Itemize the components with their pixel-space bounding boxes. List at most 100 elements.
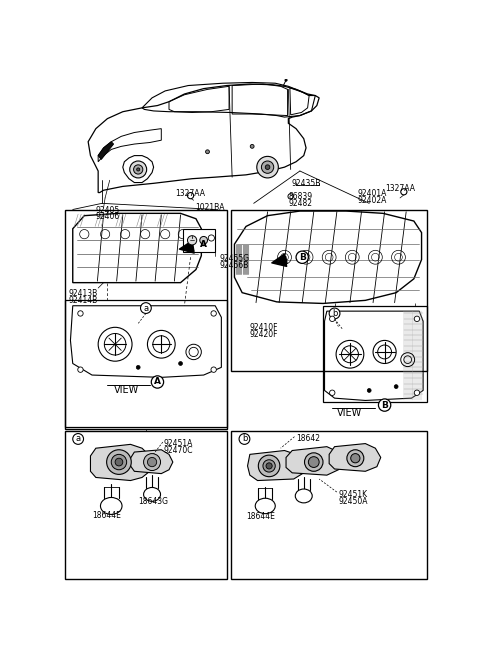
Circle shape xyxy=(78,310,83,316)
Circle shape xyxy=(73,434,84,444)
Text: 1327AA: 1327AA xyxy=(176,189,205,198)
Text: 92401A: 92401A xyxy=(358,189,387,198)
Circle shape xyxy=(330,390,335,396)
Circle shape xyxy=(262,161,274,174)
Ellipse shape xyxy=(144,487,160,501)
Text: 92402A: 92402A xyxy=(358,196,387,204)
Circle shape xyxy=(330,316,335,322)
Text: 1021BA: 1021BA xyxy=(195,203,225,212)
Bar xyxy=(230,210,427,371)
Text: B: B xyxy=(299,253,306,262)
Circle shape xyxy=(107,450,131,474)
Text: 92451A: 92451A xyxy=(164,439,193,448)
Circle shape xyxy=(367,388,371,392)
Polygon shape xyxy=(329,443,381,472)
Circle shape xyxy=(137,168,140,171)
Polygon shape xyxy=(248,451,306,481)
Text: 18642: 18642 xyxy=(296,434,320,443)
Circle shape xyxy=(285,79,287,81)
Text: b: b xyxy=(242,434,247,443)
Polygon shape xyxy=(131,450,173,474)
Bar xyxy=(65,431,227,579)
Circle shape xyxy=(141,303,151,314)
Circle shape xyxy=(179,362,182,365)
Circle shape xyxy=(205,150,209,154)
Circle shape xyxy=(263,460,275,472)
Text: 92413B: 92413B xyxy=(69,289,98,298)
Circle shape xyxy=(250,145,254,148)
Text: 18644E: 18644E xyxy=(92,512,121,520)
Circle shape xyxy=(188,236,197,245)
Bar xyxy=(183,229,215,252)
Circle shape xyxy=(258,455,280,477)
Text: 92482: 92482 xyxy=(288,200,312,208)
Polygon shape xyxy=(90,444,150,481)
Circle shape xyxy=(111,455,127,470)
Circle shape xyxy=(308,457,319,468)
Circle shape xyxy=(211,367,216,372)
Circle shape xyxy=(351,454,360,463)
Bar xyxy=(230,431,427,579)
Circle shape xyxy=(78,367,83,372)
Circle shape xyxy=(414,316,420,322)
Circle shape xyxy=(394,384,398,388)
Circle shape xyxy=(115,458,123,466)
Text: 92410F: 92410F xyxy=(249,324,277,333)
Circle shape xyxy=(266,463,272,469)
FancyArrowPatch shape xyxy=(180,241,194,253)
Polygon shape xyxy=(98,141,114,159)
Text: 92450A: 92450A xyxy=(338,496,368,506)
Text: 1327AA: 1327AA xyxy=(385,184,415,193)
Text: 92455G: 92455G xyxy=(219,254,249,263)
Bar xyxy=(323,306,427,402)
Text: 92405: 92405 xyxy=(95,206,120,215)
Text: b: b xyxy=(332,309,337,318)
Circle shape xyxy=(329,308,340,319)
Text: VIEW: VIEW xyxy=(114,385,139,395)
Circle shape xyxy=(347,450,364,466)
Circle shape xyxy=(401,189,407,195)
Circle shape xyxy=(130,161,147,178)
Ellipse shape xyxy=(100,498,122,514)
Circle shape xyxy=(414,390,420,396)
Text: 92470C: 92470C xyxy=(164,446,193,455)
Circle shape xyxy=(378,399,391,411)
Text: 18643G: 18643G xyxy=(138,496,168,506)
Text: B: B xyxy=(381,401,388,409)
Text: a: a xyxy=(144,303,148,312)
Polygon shape xyxy=(286,447,342,475)
Bar xyxy=(65,301,227,428)
Circle shape xyxy=(239,434,250,444)
Ellipse shape xyxy=(255,498,275,514)
Circle shape xyxy=(200,236,207,244)
Circle shape xyxy=(296,251,308,263)
Text: 92456B: 92456B xyxy=(219,261,249,270)
Text: 18644E: 18644E xyxy=(246,512,275,521)
FancyArrowPatch shape xyxy=(272,254,287,267)
Text: 92414B: 92414B xyxy=(69,296,98,305)
Text: 86839: 86839 xyxy=(288,192,312,201)
Circle shape xyxy=(197,238,210,250)
Circle shape xyxy=(144,454,160,470)
Text: 92406: 92406 xyxy=(95,212,120,221)
Text: VIEW: VIEW xyxy=(337,408,362,418)
Circle shape xyxy=(288,194,293,199)
Text: 92420F: 92420F xyxy=(249,330,277,339)
Bar xyxy=(65,210,227,429)
Ellipse shape xyxy=(295,489,312,503)
Circle shape xyxy=(211,310,216,316)
Text: A: A xyxy=(154,377,161,386)
Text: 92435B: 92435B xyxy=(291,179,321,188)
Circle shape xyxy=(151,376,164,388)
Circle shape xyxy=(136,365,140,369)
Text: A: A xyxy=(200,240,207,249)
Circle shape xyxy=(133,165,143,174)
Text: 92451K: 92451K xyxy=(338,490,368,498)
Text: a: a xyxy=(75,434,81,443)
Circle shape xyxy=(265,165,270,170)
Circle shape xyxy=(208,235,215,241)
Circle shape xyxy=(188,193,193,198)
Circle shape xyxy=(147,457,156,466)
Circle shape xyxy=(257,157,278,178)
Circle shape xyxy=(304,453,323,472)
